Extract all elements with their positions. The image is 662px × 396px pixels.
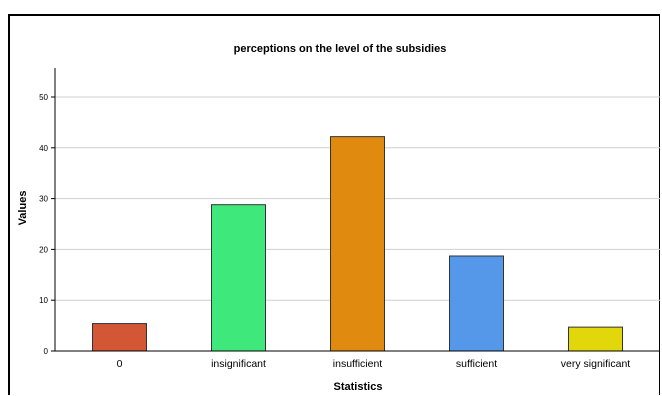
y-axis-title: Values [17, 191, 29, 226]
x-tick-label: very significant [561, 358, 631, 370]
y-tick-label: 0 [44, 347, 49, 356]
y-tick-label: 40 [39, 144, 48, 153]
y-axis-ticks: 0 10 20 30 40 50 [39, 93, 55, 356]
bar-3 [449, 255, 504, 352]
x-axis-title: Statistics [334, 381, 383, 393]
chart-title: perceptions on the level of the subsidie… [234, 43, 447, 55]
bar-1 [211, 204, 266, 352]
x-tick-label: 0 [117, 358, 123, 370]
x-tick-label: insignificant [211, 358, 266, 370]
bar-0 [92, 323, 147, 352]
x-axis-labels: 0 insignificant insufficient sufficient very… [117, 358, 631, 370]
bars [92, 136, 623, 352]
x-tick-label: sufficient [456, 358, 497, 370]
x-tick-label: insufficient [333, 358, 383, 370]
y-tick-label: 50 [39, 93, 48, 102]
bar-2 [330, 136, 385, 352]
y-tick-label: 10 [39, 296, 48, 305]
chart-frame [8, 14, 660, 395]
y-tick-label: 30 [39, 195, 48, 204]
bar-4 [568, 326, 623, 352]
y-tick-label: 20 [39, 245, 48, 254]
